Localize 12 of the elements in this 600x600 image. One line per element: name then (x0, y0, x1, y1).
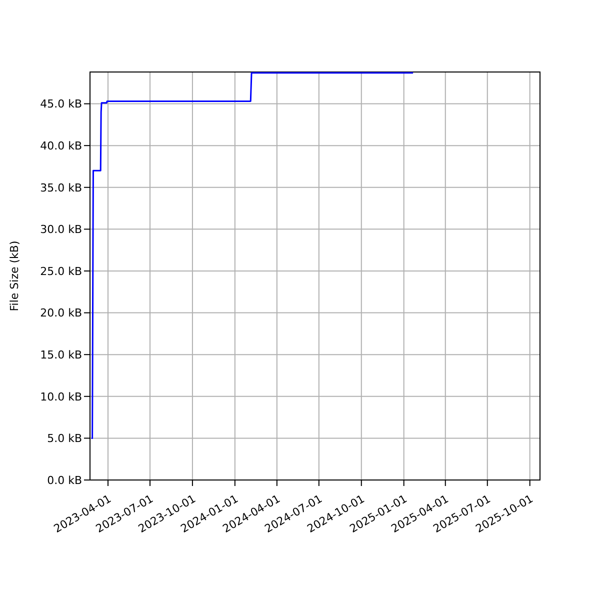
y-tick-label: 5.0 kB (47, 432, 82, 446)
y-axis-title: File Size (kB) (8, 240, 21, 312)
y-tick-label: 20.0 kB (40, 306, 82, 320)
y-tick-label: 0.0 kB (47, 474, 82, 487)
y-tick-label: 35.0 kB (40, 181, 82, 194)
line-series (90, 72, 414, 439)
y-tick-label: 45.0 kB (40, 98, 82, 111)
y-tick-label: 25.0 kB (40, 264, 82, 278)
y-tick-label: 40.0 kB (40, 139, 82, 152)
y-tick-label: 30.0 kB (40, 223, 82, 236)
y-tick-label: 10.0 kB (40, 390, 82, 404)
y-tick-label: 15.0 kB (40, 348, 82, 362)
